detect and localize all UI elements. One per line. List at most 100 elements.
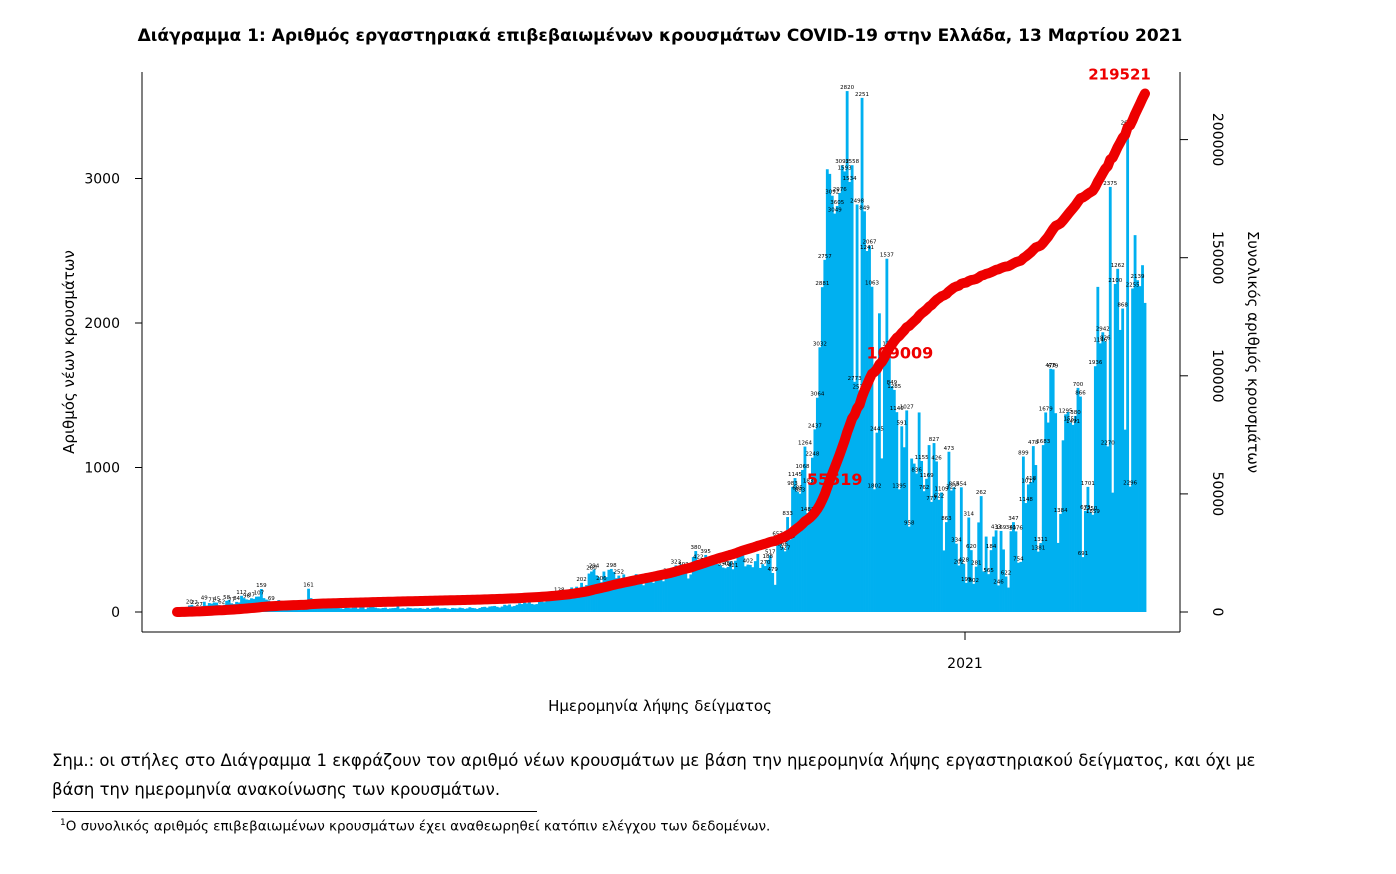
bar — [952, 487, 956, 612]
bar — [411, 608, 415, 612]
bar — [910, 458, 914, 612]
bar — [389, 608, 392, 612]
bar — [798, 493, 802, 612]
bar-value-label: 202 — [576, 577, 587, 583]
bar — [686, 578, 690, 612]
bar — [483, 606, 487, 612]
bar — [612, 571, 616, 612]
bar-value-label: 863 — [941, 516, 952, 522]
bar — [537, 600, 541, 612]
bar-value-label: 691 — [1078, 551, 1089, 557]
bar — [843, 171, 847, 613]
bar — [341, 608, 345, 612]
x-tick-label-2021: 2021 — [947, 656, 983, 672]
bar — [945, 522, 948, 612]
bar — [259, 589, 263, 612]
bar — [575, 586, 579, 612]
bar — [659, 575, 663, 613]
bar — [1026, 484, 1030, 612]
bar — [547, 598, 551, 612]
bar — [823, 259, 827, 612]
bar — [421, 608, 425, 612]
bar — [801, 469, 804, 612]
bar — [1009, 531, 1013, 612]
bar-value-label: 1384 — [1054, 508, 1068, 514]
bar-value-label: 294 — [589, 564, 600, 570]
bar — [436, 607, 440, 612]
bar-value-label: 1148 — [1019, 497, 1033, 503]
bar — [371, 606, 375, 612]
bar — [376, 608, 380, 612]
y-tick-label: 1000 — [84, 461, 120, 477]
bar — [689, 574, 693, 612]
bar — [833, 213, 837, 613]
bar — [369, 606, 373, 612]
bar — [930, 501, 933, 612]
bar — [401, 608, 405, 612]
bar-value-label: 426 — [931, 455, 942, 461]
bar-value-label: 380 — [1070, 410, 1081, 416]
bar — [716, 564, 720, 612]
bar — [753, 561, 757, 612]
bar-value-label: 1534 — [843, 176, 857, 182]
bar — [726, 566, 730, 612]
bar-value-label: 1145 — [788, 472, 802, 478]
bar — [761, 564, 765, 612]
footnote: 1Ο συνολικός αριθμός επιβεβαιωμένων κρου… — [60, 818, 1260, 835]
bar — [880, 458, 884, 612]
bar — [1014, 531, 1018, 612]
bar — [1123, 429, 1127, 612]
bar — [627, 580, 631, 612]
footnote-marker: 1 — [60, 818, 66, 828]
y2-tick-label: 0 — [1209, 608, 1225, 617]
bar-value-label: 1551 — [1064, 416, 1078, 422]
bars-group — [175, 91, 1147, 613]
bar — [428, 608, 432, 612]
bar-value-label: 87 — [248, 592, 255, 598]
bar — [1084, 510, 1087, 612]
bar-value-label: 77 — [228, 597, 235, 603]
chart-note: Σημ.: οι στήλες στο Διάγραμμα 1 εκφράζου… — [52, 751, 1256, 799]
bar — [696, 560, 700, 612]
bar — [920, 461, 924, 612]
bar-value-label: 347 — [1008, 516, 1019, 522]
bar-value-label: 679 — [1048, 363, 1059, 369]
bar-value-label: 1109 — [934, 487, 948, 493]
bar-value-label: 836 — [911, 468, 922, 474]
bar — [743, 566, 747, 612]
bar — [850, 165, 854, 612]
bar-value-label: 1169 — [920, 473, 934, 479]
bar — [319, 605, 323, 612]
bar — [1071, 424, 1075, 612]
bar-value-label: 1146 — [1093, 337, 1107, 343]
bar — [1021, 456, 1025, 612]
bar — [1121, 308, 1125, 612]
bar-value-label: 883 — [795, 488, 806, 494]
bar — [485, 607, 489, 612]
bar-value-label: 1679 — [1039, 406, 1053, 412]
bar-value-label: 314 — [964, 512, 975, 518]
bar — [577, 589, 581, 612]
bar — [461, 608, 464, 612]
bar — [500, 606, 504, 612]
bar — [1143, 302, 1147, 612]
bar-value-label: 473 — [944, 446, 955, 452]
bar — [304, 607, 308, 612]
bar-value-label: 700 — [1073, 382, 1084, 388]
bar — [897, 489, 901, 612]
bar — [1039, 542, 1043, 612]
bar — [359, 607, 363, 612]
bar — [1118, 329, 1122, 612]
bar — [438, 608, 442, 612]
bar — [1044, 412, 1048, 612]
bar — [902, 447, 906, 612]
bar — [552, 598, 556, 612]
bar — [604, 577, 608, 612]
bar — [505, 605, 509, 612]
bar — [528, 601, 531, 612]
bar — [699, 563, 703, 612]
bar-value-label: 622 — [934, 494, 945, 500]
bar-value-label: 899 — [1018, 451, 1029, 457]
bar-value-label: 206 — [596, 576, 607, 582]
